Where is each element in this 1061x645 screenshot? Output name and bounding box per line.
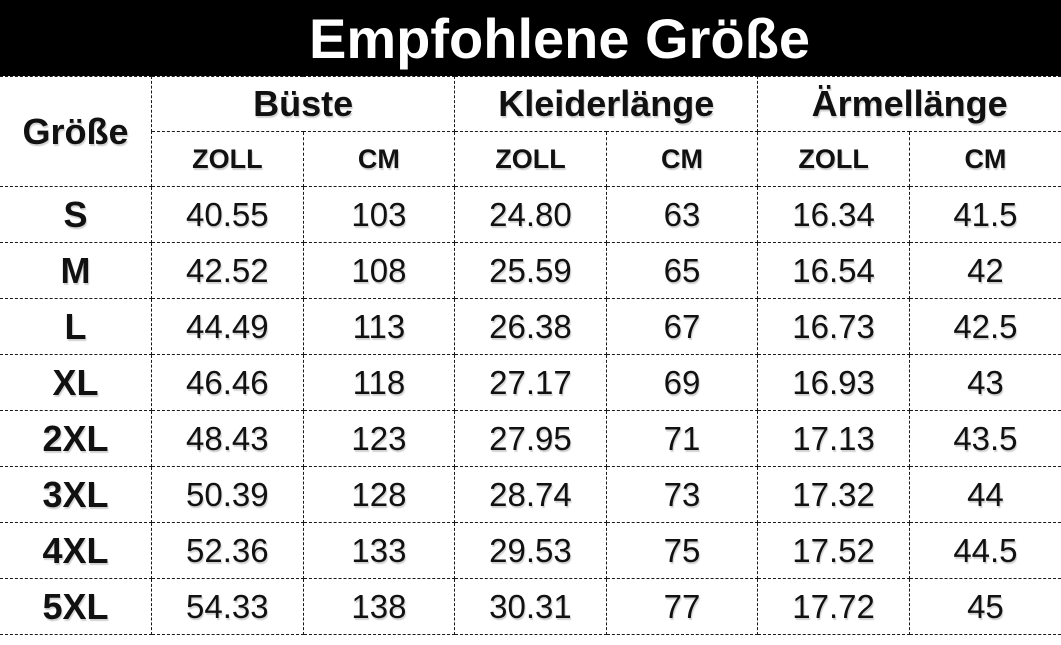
table-row: 5XL 54.33 138 30.31 77 17.72 45 (0, 578, 1061, 635)
dress-length-cm-header: CM (605, 131, 759, 187)
bust-cm-header: CM (302, 131, 456, 187)
table-row: 4XL 52.36 133 29.53 75 17.52 44.5 (0, 522, 1061, 579)
value-cell: 17.72 (757, 578, 910, 635)
size-label: 2XL (0, 410, 153, 467)
value-cell: 71 (605, 410, 759, 467)
table-row: 3XL 50.39 128 28.74 73 17.32 44 (0, 466, 1061, 523)
unit-header-row: ZOLL CM ZOLL CM ZOLL CM (0, 131, 1061, 187)
value-cell: 138 (302, 578, 456, 635)
value-cell: 43.5 (908, 410, 1061, 467)
sleeve-length-zoll-header: ZOLL (757, 131, 910, 187)
value-cell: 27.95 (454, 410, 607, 467)
value-cell: 77 (605, 578, 759, 635)
bust-group-header: Büste (151, 76, 456, 132)
value-cell: 17.32 (757, 466, 910, 523)
value-cell: 28.74 (454, 466, 607, 523)
value-cell: 67 (605, 298, 759, 355)
value-cell: 16.93 (757, 354, 910, 411)
value-cell: 44.5 (908, 522, 1061, 579)
size-label: 4XL (0, 522, 153, 579)
dress-length-zoll-header: ZOLL (454, 131, 607, 187)
value-cell: 133 (302, 522, 456, 579)
value-cell: 16.54 (757, 242, 910, 299)
value-cell: 65 (605, 242, 759, 299)
page-title: Empfohlene Größe (309, 6, 810, 70)
value-cell: 48.43 (151, 410, 304, 467)
value-cell: 40.55 (151, 186, 304, 243)
value-cell: 75 (605, 522, 759, 579)
value-cell: 26.38 (454, 298, 607, 355)
value-cell: 52.36 (151, 522, 304, 579)
size-label: XL (0, 354, 153, 411)
size-label: M (0, 242, 153, 299)
size-label: L (0, 298, 153, 355)
value-cell: 42.5 (908, 298, 1061, 355)
sleeve-length-cm-header: CM (908, 131, 1061, 187)
value-cell: 69 (605, 354, 759, 411)
value-cell: 118 (302, 354, 456, 411)
value-cell: 63 (605, 186, 759, 243)
value-cell: 103 (302, 186, 456, 243)
size-chart-body: S 40.55 103 24.80 63 16.34 41.5 M 42.52 … (0, 186, 1061, 635)
value-cell: 16.73 (757, 298, 910, 355)
value-cell: 113 (302, 298, 456, 355)
table-row: 2XL 48.43 123 27.95 71 17.13 43.5 (0, 410, 1061, 467)
value-cell: 54.33 (151, 578, 304, 635)
sleeve-length-group-header: Ärmellänge (757, 76, 1061, 132)
size-column-header: Größe (0, 76, 153, 187)
value-cell: 44.49 (151, 298, 304, 355)
size-label: 3XL (0, 466, 153, 523)
table-row: M 42.52 108 25.59 65 16.54 42 (0, 242, 1061, 299)
value-cell: 50.39 (151, 466, 304, 523)
value-cell: 27.17 (454, 354, 607, 411)
value-cell: 73 (605, 466, 759, 523)
value-cell: 46.46 (151, 354, 304, 411)
value-cell: 44 (908, 466, 1061, 523)
value-cell: 123 (302, 410, 456, 467)
value-cell: 43 (908, 354, 1061, 411)
size-chart-table: Größe Büste Kleiderlänge Ärmellänge ZOLL… (0, 76, 1061, 635)
size-label: 5XL (0, 578, 153, 635)
title-bar: Empfohlene Größe (0, 0, 1061, 76)
table-row: L 44.49 113 26.38 67 16.73 42.5 (0, 298, 1061, 355)
value-cell: 41.5 (908, 186, 1061, 243)
value-cell: 42.52 (151, 242, 304, 299)
value-cell: 128 (302, 466, 456, 523)
value-cell: 30.31 (454, 578, 607, 635)
value-cell: 17.52 (757, 522, 910, 579)
value-cell: 17.13 (757, 410, 910, 467)
value-cell: 16.34 (757, 186, 910, 243)
size-label: S (0, 186, 153, 243)
value-cell: 108 (302, 242, 456, 299)
value-cell: 42 (908, 242, 1061, 299)
group-header-row: Größe Büste Kleiderlänge Ärmellänge (0, 76, 1061, 187)
value-cell: 45 (908, 578, 1061, 635)
value-cell: 25.59 (454, 242, 607, 299)
bust-zoll-header: ZOLL (151, 131, 304, 187)
value-cell: 24.80 (454, 186, 607, 243)
value-cell: 29.53 (454, 522, 607, 579)
dress-length-group-header: Kleiderlänge (454, 76, 759, 132)
size-chart-header: Größe Büste Kleiderlänge Ärmellänge ZOLL… (0, 76, 1061, 187)
table-row: XL 46.46 118 27.17 69 16.93 43 (0, 354, 1061, 411)
table-row: S 40.55 103 24.80 63 16.34 41.5 (0, 186, 1061, 243)
